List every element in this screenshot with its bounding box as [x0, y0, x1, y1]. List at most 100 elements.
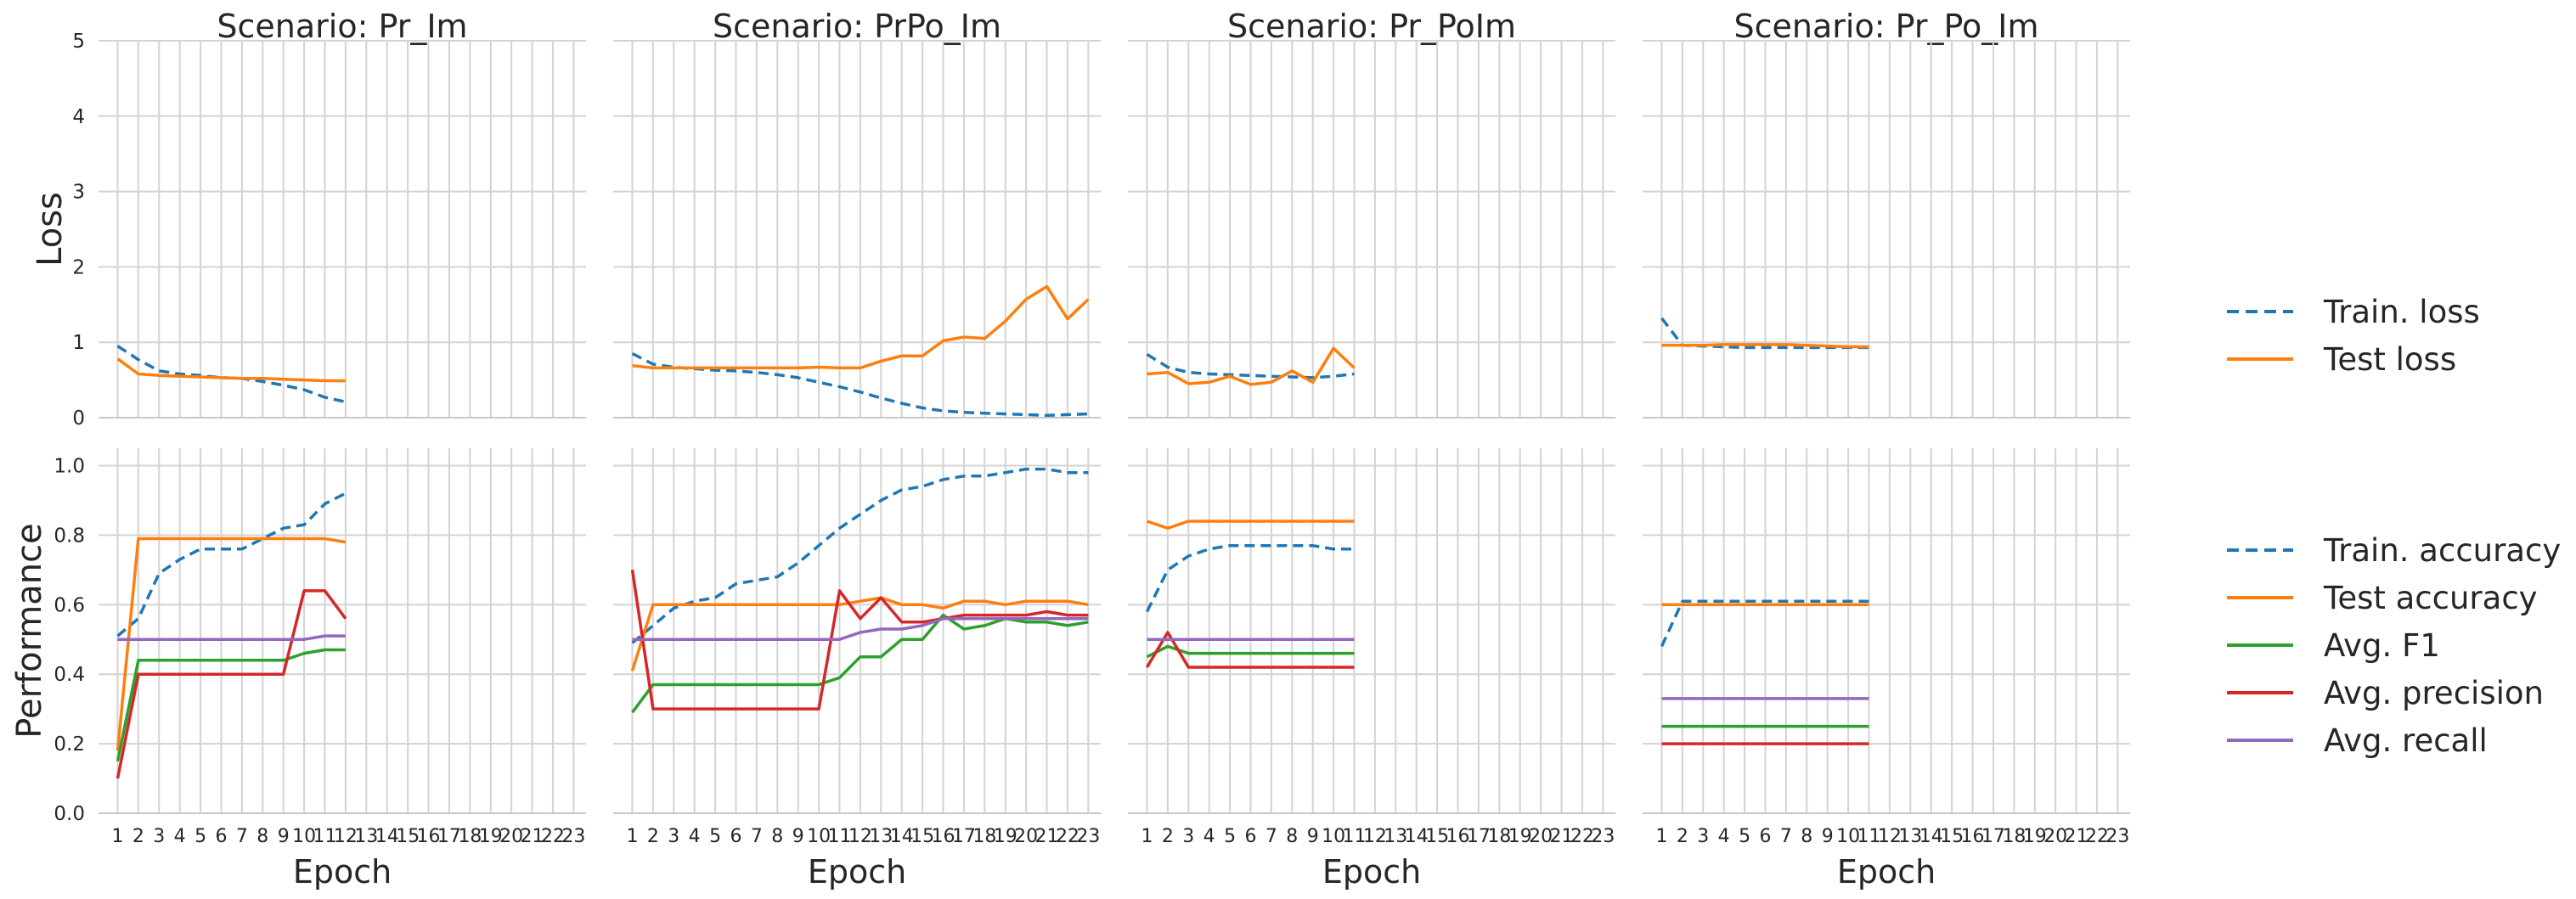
series-line-avg-precision: [116, 589, 347, 779]
x-tick-label: 22: [1056, 826, 1079, 847]
x-tick-label: 14: [1919, 826, 1943, 847]
series-line-test-accuracy: [1146, 520, 1355, 530]
y-tick-label: 4: [72, 106, 85, 128]
panel-title: Scenario: Pr_Po_Im: [1734, 8, 2039, 45]
x-tick-label: 12: [334, 826, 358, 847]
panel-title: Scenario: PrPo_Im: [713, 8, 1001, 45]
x-tick-label: 4: [1203, 826, 1215, 847]
panel-2: Scenario: PrPo_Im1 2 3 4 5 6 7 8 9 10111213141516…: [613, 8, 1101, 891]
x-tick-label: 4: [1718, 826, 1730, 847]
y-axis-label-loss: Loss: [31, 192, 70, 267]
x-tick-label: 8: [1801, 826, 1812, 847]
y-tick-label: 0.0: [54, 803, 85, 825]
x-tick-label: 1: [1655, 826, 1667, 847]
x-tick-label: 4: [174, 826, 186, 847]
performance-subplot: 1 2 3 4 5 6 7 8 9 1011121314151617181920212223Epo…: [1643, 448, 2130, 891]
y-tick-label: 3: [72, 182, 85, 204]
x-axis-label: Epoch: [293, 853, 392, 891]
x-tick-label: 19: [479, 826, 503, 847]
y-tick-label: 0.2: [54, 733, 85, 756]
x-tick-label: 3: [1182, 826, 1194, 847]
x-tick-label: 23: [2105, 826, 2129, 847]
x-tick-label: 11: [1857, 826, 1881, 847]
x-tick-label: 16: [417, 826, 441, 847]
x-tick-label: 17: [437, 826, 461, 847]
loss-subplot: 0 1 2 3 4 5: [72, 31, 586, 430]
performance-subplot: 1 2 3 4 5 6 7 8 9 1011121314151617181920212223Epo…: [613, 448, 1101, 891]
legend-label: Train. accuracy: [2323, 532, 2561, 569]
y-tick-label: 2: [72, 256, 85, 278]
performance-subplot: 1 2 3 4 5 6 7 8 9 1011121314151617181920212223Epo…: [1128, 448, 1615, 891]
x-axis-label: Epoch: [1837, 853, 1936, 891]
legend-2: Train. accuracy Test accuracy Avg. F1 Avg. …: [2227, 532, 2561, 759]
x-tick-label: 23: [1076, 826, 1100, 847]
x-tick-label: 13: [869, 826, 893, 847]
x-tick-label: 20: [499, 826, 523, 847]
panel-4: Scenario: Pr_Po_Im1 2 3 4 5 6 7 8 9 1011121314151…: [1643, 8, 2130, 891]
x-tick-label: 22: [541, 826, 565, 847]
x-tick-label: 1: [626, 826, 638, 847]
x-tick-label: 4: [689, 826, 701, 847]
x-tick-label: 17: [1981, 826, 2005, 847]
series-line-train-accuracy: [116, 492, 347, 638]
x-tick-label: 12: [848, 826, 872, 847]
x-tick-label: 20: [2043, 826, 2067, 847]
x-tick-label: 9: [1307, 826, 1319, 847]
y-tick-label: 0.8: [54, 525, 85, 547]
x-tick-label: 19: [2023, 826, 2047, 847]
x-tick-label: 21: [521, 826, 544, 847]
x-tick-label: 2: [647, 826, 659, 847]
x-tick-label: 10: [1836, 826, 1860, 847]
series-line-train-loss: [631, 351, 1089, 418]
panel-title: Scenario: Pr_PoIm: [1227, 8, 1516, 45]
legend-label: Avg. recall: [2324, 722, 2488, 759]
series-line-test-loss: [1147, 346, 1356, 386]
series-line-avg-precision: [630, 570, 1089, 711]
x-axis-label: Epoch: [1322, 853, 1421, 891]
series-line-test-loss: [632, 284, 1090, 370]
loss-subplot: [1128, 40, 1615, 419]
x-tick-label: 16: [1961, 826, 1985, 847]
legend-1: Train. loss Test loss: [2227, 294, 2480, 378]
x-tick-label: 10: [807, 826, 831, 847]
x-tick-label: 5: [709, 826, 721, 847]
series-line-avg-recall: [117, 634, 346, 641]
series-line-test-loss: [1661, 343, 1869, 349]
x-tick-label: 7: [751, 826, 763, 847]
series-line-test-loss: [116, 357, 346, 383]
y-tick-label: 1: [72, 332, 85, 354]
y-axis-label-performance: Performance: [10, 523, 49, 738]
x-tick-label: 23: [561, 826, 585, 847]
x-tick-label: 22: [1570, 826, 1594, 847]
x-tick-label: 1: [1141, 826, 1153, 847]
series-line-train-loss: [1146, 352, 1355, 379]
x-tick-label: 6: [730, 826, 741, 847]
y-tick-label: 5: [72, 31, 85, 53]
series-line-train-accuracy: [631, 467, 1089, 644]
x-tick-label: 2: [1162, 826, 1174, 847]
x-tick-label: 10: [1322, 826, 1345, 847]
x-tick-label: 21: [1550, 826, 1574, 847]
x-tick-label: 15: [1940, 826, 1964, 847]
legend-label: Avg. F1: [2324, 627, 2440, 664]
series-line-test-accuracy: [630, 596, 1089, 671]
x-tick-label: 6: [215, 826, 227, 847]
performance-subplot: 0.00.20.40.60.81.01 2 3 4 5 6 7 8 9 1011121314151…: [54, 448, 586, 891]
x-tick-label: 18: [2002, 826, 2026, 847]
x-tick-label: 10: [292, 826, 316, 847]
x-tick-label: 8: [771, 826, 783, 847]
x-tick-label: 9: [278, 826, 290, 847]
x-tick-label: 7: [236, 826, 248, 847]
panel-1: Scenario: Pr_Im0123450.00.20.40.60.81.01…: [54, 8, 586, 891]
x-tick-label: 1: [111, 826, 123, 847]
x-tick-label: 16: [1446, 826, 1470, 847]
x-tick-label: 6: [1244, 826, 1256, 847]
x-tick-label: 19: [994, 826, 1017, 847]
x-tick-label: 18: [458, 826, 482, 847]
loss-subplot: [1643, 40, 2130, 419]
y-tick-label: 0: [72, 407, 85, 430]
x-tick-label: 13: [1384, 826, 1407, 847]
x-tick-label: 7: [1265, 826, 1277, 847]
x-tick-label: 20: [1529, 826, 1553, 847]
